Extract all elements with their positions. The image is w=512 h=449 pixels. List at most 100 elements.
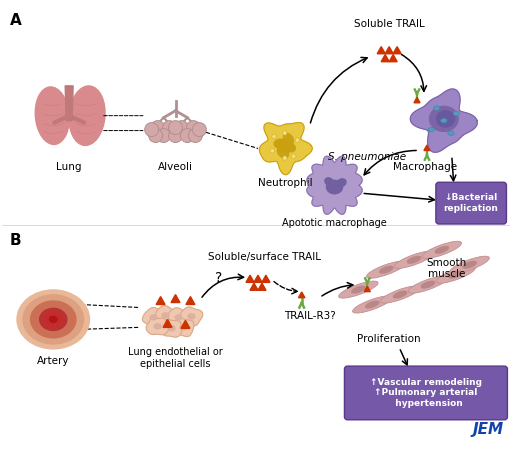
Polygon shape xyxy=(262,275,270,282)
Ellipse shape xyxy=(274,139,287,148)
Ellipse shape xyxy=(180,325,187,330)
Ellipse shape xyxy=(408,256,421,263)
Polygon shape xyxy=(393,47,401,54)
Ellipse shape xyxy=(450,256,489,273)
Ellipse shape xyxy=(394,291,407,298)
Ellipse shape xyxy=(434,106,440,110)
Ellipse shape xyxy=(39,308,67,330)
Polygon shape xyxy=(180,307,203,326)
Polygon shape xyxy=(381,55,389,62)
Polygon shape xyxy=(168,308,190,327)
Text: Lung endothelial or
epithelial cells: Lung endothelial or epithelial cells xyxy=(128,347,223,369)
Polygon shape xyxy=(142,308,165,327)
Ellipse shape xyxy=(46,313,61,326)
Ellipse shape xyxy=(23,295,83,344)
Circle shape xyxy=(175,121,188,135)
Text: Alveoli: Alveoli xyxy=(158,163,193,172)
Polygon shape xyxy=(364,286,370,291)
Ellipse shape xyxy=(150,315,157,320)
Ellipse shape xyxy=(17,290,90,349)
Ellipse shape xyxy=(448,131,454,136)
Polygon shape xyxy=(246,275,254,282)
Ellipse shape xyxy=(463,261,476,268)
Ellipse shape xyxy=(437,111,455,127)
Polygon shape xyxy=(65,86,73,121)
Text: ↓Bacterial
replication: ↓Bacterial replication xyxy=(443,194,498,213)
Ellipse shape xyxy=(422,241,461,258)
Circle shape xyxy=(188,128,202,142)
Circle shape xyxy=(168,121,182,135)
Text: Apototic macrophage: Apototic macrophage xyxy=(282,218,387,228)
Text: TRAIL-R3?: TRAIL-R3? xyxy=(284,312,335,321)
FancyBboxPatch shape xyxy=(345,366,507,420)
Text: Neutrophil: Neutrophil xyxy=(258,178,312,188)
Circle shape xyxy=(272,134,276,139)
Ellipse shape xyxy=(338,281,378,298)
Ellipse shape xyxy=(168,326,175,331)
Polygon shape xyxy=(410,89,477,152)
Polygon shape xyxy=(260,123,312,175)
Text: B: B xyxy=(10,233,21,248)
Text: Soluble TRAIL: Soluble TRAIL xyxy=(354,19,424,29)
Ellipse shape xyxy=(284,133,293,145)
Polygon shape xyxy=(163,319,172,327)
Ellipse shape xyxy=(327,180,343,194)
Circle shape xyxy=(291,154,296,158)
Text: Lung: Lung xyxy=(56,163,82,172)
Circle shape xyxy=(148,128,163,142)
Ellipse shape xyxy=(50,317,57,322)
Ellipse shape xyxy=(352,286,365,293)
Ellipse shape xyxy=(435,247,449,253)
Circle shape xyxy=(283,156,287,160)
Ellipse shape xyxy=(408,276,447,293)
Polygon shape xyxy=(156,296,165,304)
Text: Artery: Artery xyxy=(37,356,70,366)
Circle shape xyxy=(151,121,164,135)
Circle shape xyxy=(295,138,300,142)
Circle shape xyxy=(283,131,287,135)
Text: A: A xyxy=(10,13,22,28)
Text: Macrophage: Macrophage xyxy=(393,163,457,172)
Ellipse shape xyxy=(188,314,195,319)
Polygon shape xyxy=(414,97,420,103)
Polygon shape xyxy=(307,156,362,214)
Ellipse shape xyxy=(154,324,161,329)
Ellipse shape xyxy=(367,261,406,278)
Text: ?: ? xyxy=(215,271,222,285)
Circle shape xyxy=(186,121,200,135)
Ellipse shape xyxy=(325,178,333,185)
Polygon shape xyxy=(389,55,397,62)
Polygon shape xyxy=(258,283,266,291)
Ellipse shape xyxy=(380,286,420,303)
Polygon shape xyxy=(155,306,177,326)
Polygon shape xyxy=(385,47,393,54)
Ellipse shape xyxy=(278,147,289,158)
Circle shape xyxy=(270,149,274,153)
Polygon shape xyxy=(181,321,190,328)
FancyBboxPatch shape xyxy=(436,182,506,224)
Circle shape xyxy=(157,128,170,142)
Text: Proliferation: Proliferation xyxy=(357,335,421,344)
Ellipse shape xyxy=(277,139,293,152)
Text: JEM: JEM xyxy=(473,422,503,437)
Polygon shape xyxy=(254,275,262,282)
Circle shape xyxy=(168,128,182,142)
Ellipse shape xyxy=(162,313,169,318)
Circle shape xyxy=(163,121,177,135)
Ellipse shape xyxy=(175,315,182,320)
Ellipse shape xyxy=(31,301,76,338)
Ellipse shape xyxy=(421,281,435,288)
Ellipse shape xyxy=(441,119,447,123)
Polygon shape xyxy=(377,47,385,54)
Polygon shape xyxy=(171,295,180,303)
Ellipse shape xyxy=(35,87,69,145)
Circle shape xyxy=(180,128,195,142)
Polygon shape xyxy=(186,296,195,304)
Ellipse shape xyxy=(453,111,459,116)
Polygon shape xyxy=(424,145,430,150)
Polygon shape xyxy=(172,318,194,337)
Circle shape xyxy=(193,123,206,136)
Ellipse shape xyxy=(283,143,295,152)
Ellipse shape xyxy=(394,251,434,269)
Polygon shape xyxy=(298,292,305,298)
